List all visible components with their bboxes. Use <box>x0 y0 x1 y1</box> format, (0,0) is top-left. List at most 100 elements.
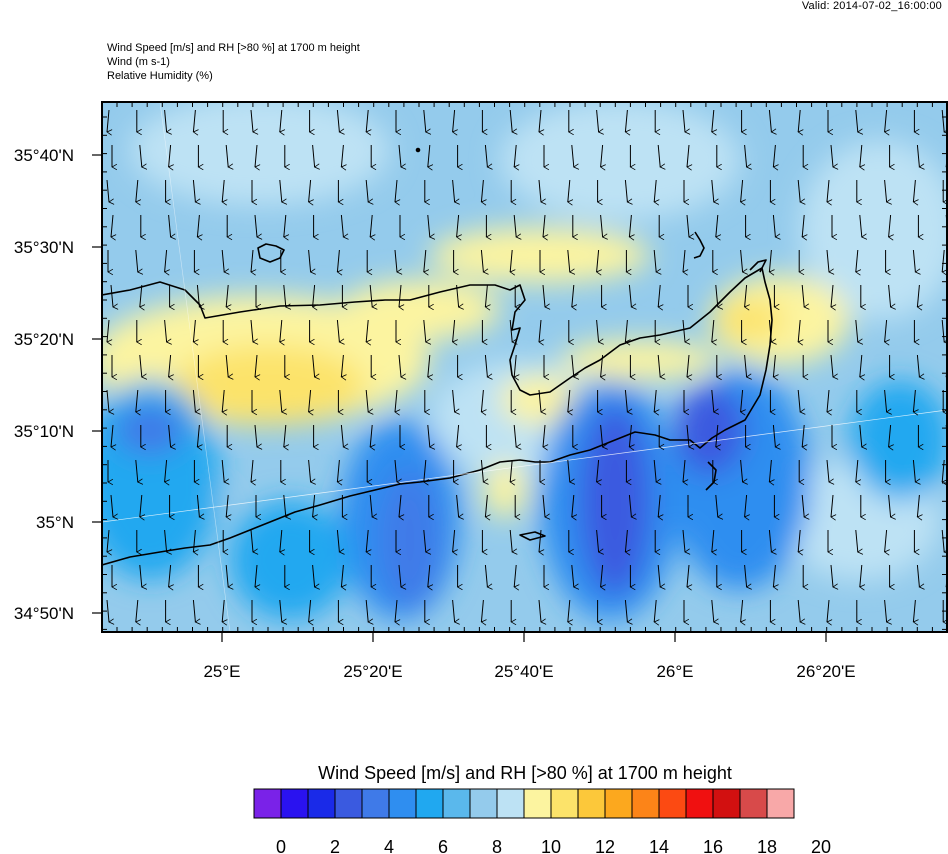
wind-arrow <box>366 319 368 342</box>
colorbar-swatch <box>685 788 714 819</box>
wind-arrow <box>802 214 804 237</box>
wind-arrow <box>885 109 887 132</box>
wind-arrow <box>686 214 689 237</box>
colorbar-swatch <box>442 788 471 819</box>
wind-arrow <box>830 144 833 167</box>
wind-arrow <box>711 389 714 412</box>
colorbar-swatch <box>658 788 687 819</box>
wind-arrow <box>913 389 915 412</box>
colorbar-swatch <box>253 788 282 819</box>
wind-arrow <box>366 529 368 552</box>
colorbar-swatch <box>766 788 795 819</box>
wind-arrow <box>889 424 891 447</box>
wind-arrow <box>456 284 459 307</box>
wind-arrow <box>884 599 887 622</box>
wind-arrow <box>856 459 858 482</box>
wind-arrow <box>337 249 339 272</box>
wind-arrow <box>830 354 833 377</box>
colorbar-tick-label: 10 <box>541 837 561 854</box>
colorbar-swatch <box>577 788 606 819</box>
wind-arrow <box>395 179 397 202</box>
wind-arrow <box>686 424 689 447</box>
graticule-line <box>102 409 947 523</box>
wind-arrow <box>107 109 109 132</box>
colorbar-swatch <box>361 788 390 819</box>
wind-vectors <box>106 109 947 622</box>
wind-arrow <box>139 144 142 167</box>
wind-arrow <box>250 529 253 552</box>
wind-arrow <box>456 494 459 517</box>
wind-arrow <box>912 249 915 272</box>
wind-arrow <box>428 354 430 377</box>
wind-arrow <box>399 284 401 307</box>
wind-arrow <box>337 459 339 482</box>
wind-arrow <box>225 564 228 587</box>
wind-arrow <box>773 354 775 377</box>
wind-arrow <box>916 354 919 377</box>
latitude-axis: 35°40'N 35°30'N 35°20'N 35°10'N 35°N 34°50'N <box>14 146 102 623</box>
wind-arrow <box>539 109 541 132</box>
wind-arrow <box>571 144 574 167</box>
wind-arrow <box>596 529 599 552</box>
wind-arrow <box>398 144 401 167</box>
wind-arrow <box>773 144 775 167</box>
wind-arrow <box>254 214 257 237</box>
wind-arrow <box>284 424 286 447</box>
wind-arrow <box>221 249 224 272</box>
wind-arrow <box>716 424 718 447</box>
wind-arrow <box>164 529 167 552</box>
wind-arrow <box>313 494 315 517</box>
wind-arrow <box>942 459 944 482</box>
wind-arrow <box>106 179 109 202</box>
wind-arrow <box>711 179 714 202</box>
wind-arrow <box>428 144 430 167</box>
wind-arrow <box>538 389 541 412</box>
wind-arrow <box>572 494 574 517</box>
wind-arrow <box>831 494 833 517</box>
wind-arrow <box>624 179 627 202</box>
wind-arrow <box>452 179 455 202</box>
wind-arrow <box>772 424 775 447</box>
wind-arrow <box>136 389 138 412</box>
wind-arrow <box>169 564 171 587</box>
wind-arrow <box>197 214 199 237</box>
wind-arrow <box>772 214 775 237</box>
wind-arrow <box>856 249 858 272</box>
colorbar-swatch <box>523 788 552 819</box>
wind-arrow <box>571 564 574 587</box>
wind-arrow <box>394 249 397 272</box>
wind-arrow <box>341 564 343 587</box>
wind-arrow <box>424 459 426 482</box>
wind-arrow <box>106 389 109 412</box>
wind-arrow <box>601 564 603 587</box>
wind-arrow <box>539 319 541 342</box>
wind-arrow <box>745 494 747 517</box>
wind-arrow <box>687 354 689 377</box>
wind-arrow <box>624 389 627 412</box>
wind-arrow <box>309 389 311 412</box>
wind-arrow <box>716 214 718 237</box>
wind-arrow <box>538 599 541 622</box>
wind-arrow <box>601 354 603 377</box>
wind-arrow <box>827 389 829 412</box>
wind-arrow <box>370 424 372 447</box>
wind-arrow <box>341 144 343 167</box>
wind-arrow <box>625 529 627 552</box>
wind-arrow <box>370 214 372 237</box>
wind-arrow <box>254 424 257 447</box>
wind-arrow <box>250 109 253 132</box>
wind-arrow <box>744 144 747 167</box>
wind-arrow <box>341 354 343 377</box>
wind-arrow <box>917 494 919 517</box>
wind-arrow <box>485 284 487 307</box>
wind-arrow <box>165 459 167 482</box>
colorbar-tick-labels: 0 2 4 6 8 10 12 14 16 18 20 <box>276 837 831 854</box>
wind-arrow <box>855 109 858 132</box>
wind-arrow <box>542 284 545 307</box>
wind-arrow <box>712 109 714 132</box>
wind-arrow <box>136 179 138 202</box>
colorbar-tick-label: 20 <box>811 837 831 854</box>
wind-arrow <box>885 319 887 342</box>
wind-arrow <box>773 564 775 587</box>
lat-label: 35°N <box>36 513 74 532</box>
